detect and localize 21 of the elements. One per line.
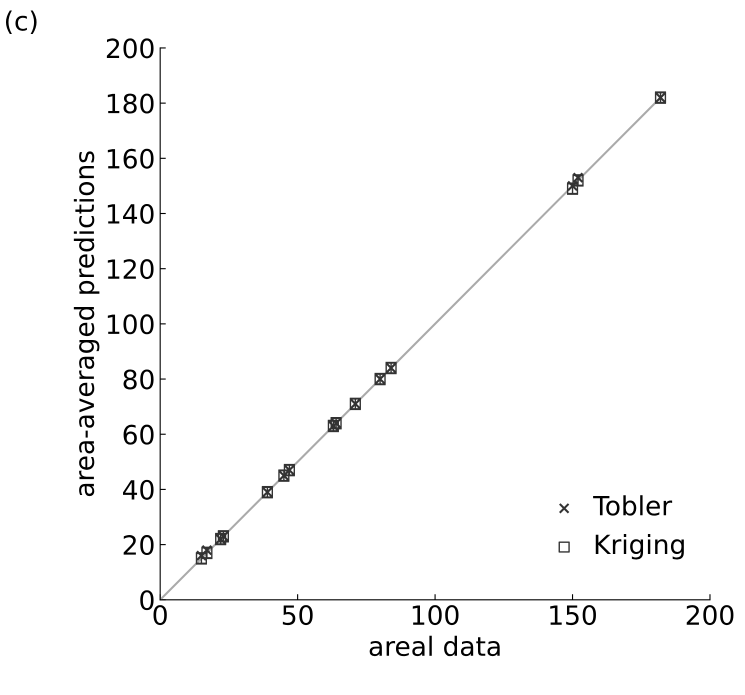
y-tick-label: 20 [124,535,154,556]
y-axis-title: area-averaged predictions [74,151,100,496]
x-tick-label: 0 [154,605,167,626]
y-tick-label: 0 [140,590,154,610]
legend-label: Tobler [593,495,672,516]
y-tick-label: 180 [108,94,154,114]
y-tick-label: 40 [123,480,154,500]
y-tick-label: 200 [106,38,154,58]
y-tick-label: 100 [108,314,154,334]
y-tick-label: 60 [124,424,154,445]
y-tick-label: 140 [108,204,154,224]
y-tick-label: 160 [108,148,154,169]
x-tick-label: 50 [282,605,313,626]
x-tick-label: 150 [550,605,596,626]
y-tick-label: 120 [108,259,154,280]
y-tick-label: 80 [124,369,154,390]
x-axis-title: areal data [370,636,500,656]
x-tick-label: 100 [412,605,459,626]
legend-label: Kriging [596,534,684,560]
text: (c) [6,10,37,34]
x-tick-label: 200 [686,605,734,626]
